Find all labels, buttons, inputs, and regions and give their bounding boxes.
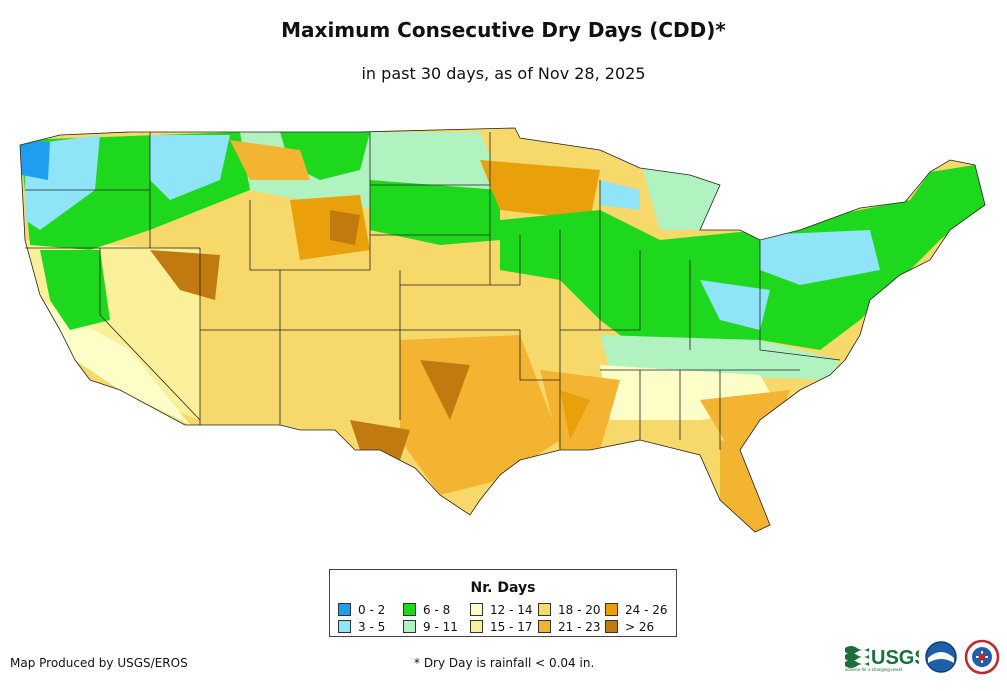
legend-item-21-23: 21 - 23 [538, 620, 601, 634]
noaa-logo [925, 641, 957, 673]
legend-label: 12 - 14 [490, 603, 533, 617]
legend-swatch [605, 620, 618, 633]
legend-item-0-2: 0 - 2 [338, 603, 385, 617]
legend-swatch [470, 603, 483, 616]
legend-item-24-26: 24 - 26 [605, 603, 668, 617]
legend-swatch [470, 620, 483, 633]
nws-logo [964, 639, 1000, 675]
state-borders [19, 127, 986, 533]
legend-label: 9 - 11 [423, 620, 458, 634]
legend-swatch [338, 603, 351, 616]
legend-label: 0 - 2 [358, 603, 386, 617]
legend-item-gt-26: > 26 [605, 620, 654, 634]
legend-swatch [403, 620, 416, 633]
svg-text:science for a changing world: science for a changing world [845, 667, 903, 672]
legend-swatch [538, 603, 551, 616]
legend-label: 18 - 20 [558, 603, 601, 617]
legend-title: Nr. Days [470, 580, 536, 596]
legend-label: 21 - 23 [558, 620, 601, 634]
map-subtitle: in past 30 days, as of Nov 28, 2025 [361, 64, 646, 83]
legend-label: 3 - 5 [358, 620, 386, 634]
map-credit: Map Produced by USGS/EROS [10, 656, 188, 670]
svg-text:USGS: USGS [871, 647, 919, 669]
legend-label: > 26 [625, 620, 655, 634]
map-title: Maximum Consecutive Dry Days (CDD)* [281, 18, 726, 42]
usgs-logo: USGS science for a changing world [845, 646, 919, 672]
legend-item-15-17: 15 - 17 [470, 620, 533, 634]
legend-item-18-20: 18 - 20 [538, 603, 601, 617]
legend-label: 15 - 17 [490, 620, 533, 634]
legend-label: 6 - 8 [423, 603, 451, 617]
legend-item-12-14: 12 - 14 [470, 603, 533, 617]
legend-swatch [403, 603, 416, 616]
legend-swatch [538, 620, 551, 633]
cdd-map [19, 127, 986, 533]
legend-label: 24 - 26 [625, 603, 668, 617]
legend-item-9-11: 9 - 11 [403, 620, 458, 634]
legend-swatch [338, 620, 351, 633]
legend-swatch [605, 603, 618, 616]
legend-item-6-8: 6 - 8 [403, 603, 450, 617]
legend: Nr. Days 0 - 2 3 - 5 6 - 8 9 - 11 12 - 1… [329, 569, 677, 637]
legend-item-3-5: 3 - 5 [338, 620, 385, 634]
footnote: * Dry Day is rainfall < 0.04 in. [414, 656, 595, 670]
